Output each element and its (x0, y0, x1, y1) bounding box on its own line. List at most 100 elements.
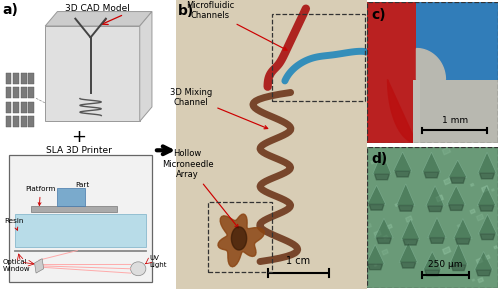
Polygon shape (456, 238, 470, 244)
Bar (208, 202, 272, 272)
Bar (13, 73, 19, 84)
Polygon shape (395, 171, 410, 177)
Polygon shape (374, 174, 390, 180)
Polygon shape (485, 255, 490, 260)
Polygon shape (478, 186, 496, 205)
Polygon shape (45, 12, 152, 26)
Polygon shape (401, 262, 415, 268)
Polygon shape (403, 239, 418, 245)
Text: +: + (72, 128, 86, 146)
Polygon shape (398, 205, 413, 211)
Text: 3D CAD Model: 3D CAD Model (64, 4, 130, 13)
Polygon shape (470, 209, 475, 214)
Polygon shape (458, 224, 460, 227)
Polygon shape (375, 218, 393, 238)
Text: 250 μm: 250 μm (428, 260, 462, 269)
Polygon shape (399, 242, 417, 262)
Polygon shape (476, 258, 482, 264)
Text: Microfluidic
Channels: Microfluidic Channels (186, 1, 287, 50)
Bar (13, 87, 19, 98)
Polygon shape (494, 246, 498, 249)
Polygon shape (218, 214, 264, 267)
Text: a): a) (2, 3, 18, 17)
Bar (8, 155, 152, 282)
Text: Hollow
Microneedle
Array: Hollow Microneedle Array (162, 149, 238, 228)
Polygon shape (424, 172, 439, 178)
Polygon shape (430, 238, 444, 243)
Polygon shape (369, 204, 384, 210)
Bar (13, 102, 19, 113)
Polygon shape (478, 152, 496, 173)
Bar (14, 214, 146, 247)
Polygon shape (482, 186, 488, 192)
Polygon shape (472, 279, 474, 281)
Polygon shape (478, 214, 496, 234)
Text: 3D Mixing
Channel: 3D Mixing Channel (170, 88, 268, 129)
Polygon shape (406, 216, 412, 222)
Bar (13, 116, 19, 127)
Polygon shape (447, 186, 466, 205)
Polygon shape (449, 205, 464, 210)
Polygon shape (428, 218, 446, 238)
Polygon shape (384, 235, 388, 239)
Bar (28, 102, 34, 113)
Text: SLA 3D Printer: SLA 3D Printer (46, 146, 112, 155)
Polygon shape (368, 186, 386, 204)
Polygon shape (476, 270, 491, 276)
Polygon shape (492, 189, 494, 191)
Polygon shape (45, 26, 140, 121)
Polygon shape (436, 195, 444, 202)
Polygon shape (480, 173, 494, 179)
Polygon shape (394, 152, 412, 171)
Polygon shape (480, 234, 495, 240)
Polygon shape (373, 152, 391, 174)
Bar (21, 73, 26, 84)
Polygon shape (402, 219, 419, 239)
Bar (6, 73, 12, 84)
Text: d): d) (372, 152, 388, 166)
Bar (412, 79, 420, 143)
Text: b): b) (178, 4, 194, 18)
Polygon shape (366, 2, 416, 143)
Bar (28, 73, 34, 84)
Polygon shape (366, 244, 384, 264)
Bar (21, 102, 26, 113)
Polygon shape (368, 264, 382, 270)
Bar (21, 116, 26, 127)
Polygon shape (232, 227, 246, 250)
Polygon shape (34, 259, 43, 273)
Text: Platform: Platform (26, 186, 56, 205)
Bar (6, 87, 12, 98)
Polygon shape (416, 2, 498, 79)
Polygon shape (444, 178, 451, 185)
Polygon shape (374, 230, 381, 237)
Polygon shape (388, 79, 416, 143)
Polygon shape (395, 203, 398, 206)
Bar (58, 188, 85, 206)
Polygon shape (474, 251, 493, 270)
Bar (28, 116, 34, 127)
Polygon shape (450, 243, 468, 265)
Polygon shape (371, 160, 375, 164)
Text: 1 mm: 1 mm (442, 116, 468, 125)
Polygon shape (376, 238, 392, 243)
Bar (32, 206, 118, 212)
Polygon shape (140, 12, 152, 121)
Polygon shape (442, 247, 450, 254)
Bar (272, 14, 365, 101)
Polygon shape (478, 277, 484, 283)
Polygon shape (387, 224, 392, 229)
Text: Resin: Resin (4, 218, 24, 230)
Text: 1 cm: 1 cm (286, 256, 310, 266)
Text: Optical
Window: Optical Window (2, 259, 30, 271)
Polygon shape (366, 223, 372, 228)
Text: Part: Part (68, 182, 90, 198)
Polygon shape (448, 160, 467, 177)
Polygon shape (476, 214, 484, 221)
Polygon shape (423, 252, 442, 270)
Polygon shape (450, 177, 465, 183)
Polygon shape (428, 206, 442, 212)
Bar (28, 87, 34, 98)
Polygon shape (426, 186, 444, 206)
Polygon shape (470, 183, 474, 186)
